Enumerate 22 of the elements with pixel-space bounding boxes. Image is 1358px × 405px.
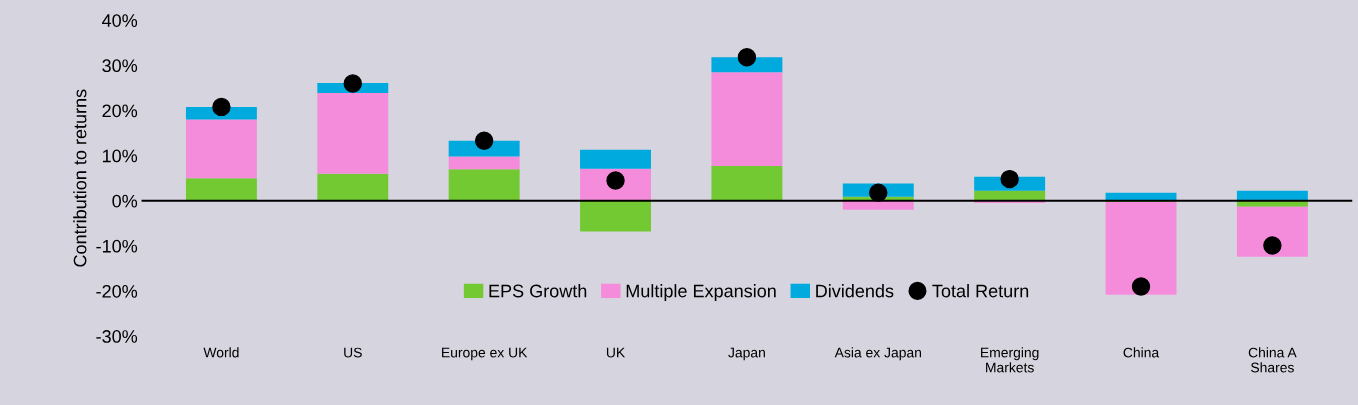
legend-label: EPS Growth	[489, 284, 587, 298]
x-tick-label: China	[1123, 347, 1160, 358]
y-tick-label: -30%	[96, 330, 138, 343]
x-tick-label: US	[344, 347, 362, 358]
x-tick-label: Europe ex UK	[442, 347, 528, 361]
x-tick-label: China A Shares	[1248, 347, 1297, 373]
y-tick-label: 20%	[102, 104, 138, 118]
legend-label: Multiple Expansion	[626, 284, 776, 301]
x-tick-label: UK	[606, 347, 626, 358]
y-tick-label: 0%	[112, 194, 138, 208]
y-tick-label: 30%	[102, 59, 138, 73]
y-tick-label: -10%	[96, 239, 138, 253]
y-tick-label: 40%	[102, 14, 138, 27]
y-tick-label: -20%	[96, 284, 138, 298]
x-tick-label: Japan	[728, 347, 765, 361]
legend-label: Total Return	[932, 284, 1029, 298]
y-axis-title: Contribution to returns	[73, 89, 87, 267]
x-tick-label: Asia ex Japan	[834, 347, 921, 361]
legend-label: Dividends	[816, 284, 894, 298]
x-tick-label: World	[203, 347, 239, 358]
x-tick-label: Emerging Markets	[981, 347, 1039, 373]
y-tick-label: 10%	[102, 149, 138, 163]
